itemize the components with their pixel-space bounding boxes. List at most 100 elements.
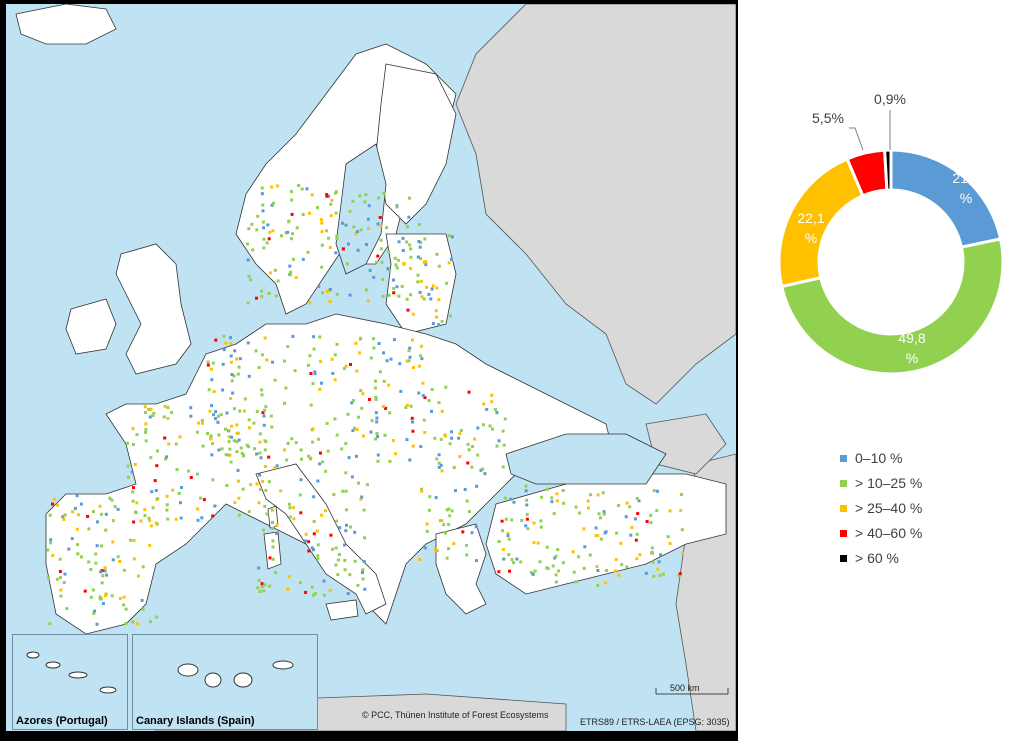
plot-point [307, 549, 311, 553]
plot-point [144, 428, 148, 431]
plot-point [316, 557, 320, 561]
plot-point [214, 410, 218, 414]
plot-point [419, 279, 423, 283]
plot-point [392, 287, 396, 291]
plot-point [613, 569, 617, 573]
plot-point [335, 292, 339, 296]
plot-point [238, 357, 242, 361]
plot-point [420, 295, 424, 299]
plot-point [212, 390, 216, 394]
plot-point [209, 437, 213, 441]
plot-point [320, 513, 324, 517]
plot-point [346, 412, 350, 416]
plot-point [524, 489, 528, 493]
plot-point [427, 399, 431, 403]
plot-point [348, 573, 352, 577]
plot-point [467, 448, 471, 452]
plot-point [312, 495, 316, 499]
plot-point [359, 389, 363, 392]
scale-bar [655, 688, 729, 695]
plot-point [118, 560, 122, 563]
plot-point [353, 559, 357, 563]
plot-point [320, 230, 324, 233]
plot-point [289, 190, 293, 194]
plot-point [385, 226, 389, 230]
plot-point [338, 526, 342, 530]
plot-point [361, 571, 364, 574]
plot-point [452, 466, 456, 469]
plot-point [165, 508, 169, 512]
plot-point [382, 351, 385, 355]
plot-point [375, 432, 379, 436]
plot-point [467, 390, 471, 394]
plot-point [343, 568, 347, 572]
plot-point [229, 342, 233, 346]
plot-point [316, 554, 320, 558]
plot-point [313, 372, 317, 376]
plot-point [354, 454, 358, 458]
plot-point [164, 457, 167, 461]
plot-point [316, 206, 319, 210]
azores-inset: Azores (Portugal) [12, 634, 128, 730]
plot-point [238, 409, 242, 413]
plot-point [312, 548, 315, 552]
plot-point [98, 504, 102, 508]
plot-point [261, 220, 265, 224]
black-sea [505, 433, 667, 485]
plot-point [437, 323, 441, 327]
plot-point [286, 230, 290, 234]
plot-point [404, 406, 408, 409]
plot-point [465, 543, 468, 547]
plot-point [104, 512, 108, 516]
plot-point [332, 493, 336, 496]
plot-point [217, 448, 221, 452]
plot-point [372, 337, 375, 341]
plot-point [200, 516, 204, 520]
plot-point [356, 583, 360, 587]
plot-point [409, 293, 413, 297]
plot-point [475, 484, 479, 488]
plot-point [247, 274, 251, 278]
plot-point [474, 525, 478, 529]
plot-point [286, 345, 290, 348]
plot-point [353, 426, 356, 430]
plot-point [650, 546, 654, 550]
plot-point [312, 335, 316, 339]
plot-point [227, 440, 231, 444]
plot-point [376, 459, 380, 463]
plot-point [500, 519, 504, 523]
plot-point [447, 261, 451, 265]
plot-point [553, 556, 557, 560]
plot-point [76, 552, 80, 556]
plot-point [333, 378, 337, 382]
plot-point [257, 501, 261, 505]
plot-point [372, 346, 376, 350]
plot-point [59, 576, 62, 580]
plot-point [104, 528, 108, 532]
plot-point [445, 556, 449, 560]
plot-point [290, 212, 294, 216]
plot-point [327, 236, 331, 240]
plot-point [407, 349, 411, 353]
plot-point [79, 502, 83, 506]
plot-point [247, 227, 251, 231]
plot-point [551, 564, 555, 568]
plot-point [619, 541, 623, 545]
plot-point [166, 517, 170, 521]
plot-point [599, 516, 602, 520]
plot-point [317, 437, 321, 441]
plot-point [389, 357, 393, 361]
plot-point [162, 415, 166, 419]
plot-point [230, 373, 234, 376]
plot-point [306, 250, 310, 254]
plot-point [324, 509, 327, 513]
plot-point [416, 255, 420, 259]
plot-point [163, 404, 167, 408]
plot-point [583, 545, 587, 549]
plot-point [297, 184, 301, 187]
plot-point [341, 247, 345, 251]
plot-point [435, 252, 439, 256]
plot-point [235, 357, 239, 361]
plot-point [395, 285, 399, 289]
plot-point [434, 496, 438, 500]
